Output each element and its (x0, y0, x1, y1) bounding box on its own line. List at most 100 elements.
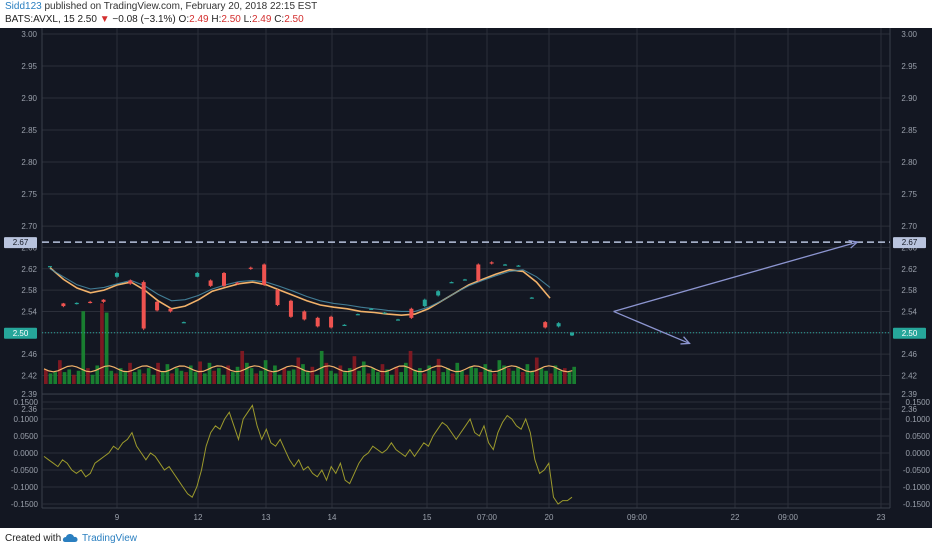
volume-bar (207, 362, 212, 384)
candle (476, 263, 481, 282)
candle-body (476, 264, 481, 281)
candle (543, 321, 548, 329)
volume-bar (235, 366, 240, 384)
tradingview-brand[interactable]: TradingView (82, 533, 138, 544)
candle-body (449, 282, 454, 284)
candle-body (342, 324, 347, 326)
volume-bar (179, 370, 184, 384)
volume-bar (441, 372, 446, 384)
volume-bar (389, 374, 394, 384)
candle (516, 265, 521, 267)
volume-bar (520, 372, 525, 384)
candle (74, 302, 79, 305)
candle (329, 315, 334, 329)
volume-bar (446, 368, 450, 384)
price-tick-label-left: 3.00 (21, 30, 37, 39)
candle-body (543, 322, 548, 328)
time-tick-label: 07:00 (477, 513, 498, 522)
indicator-line (43, 404, 573, 505)
volume-bar (375, 372, 380, 384)
close-label: C: (274, 14, 285, 25)
volume-bar (109, 370, 114, 384)
price-tick-label-left: 2.75 (21, 190, 37, 199)
created-with-text: Created with (5, 533, 62, 544)
candle (275, 289, 280, 307)
candle (248, 266, 253, 270)
volume-bar (455, 362, 460, 384)
volume-bar (296, 357, 301, 384)
volume-bar (478, 372, 483, 384)
price-label-left-text: 2.67 (13, 238, 29, 247)
indicator-tick-label-left: -0.1000 (11, 483, 39, 492)
volume-bar (198, 361, 202, 384)
symbol-label: BATS:AVXL, 15 (5, 14, 75, 25)
candle (141, 280, 146, 331)
price-tick-label-left: 2.95 (21, 62, 37, 71)
candle-body (61, 303, 66, 307)
volume-bar (118, 368, 123, 384)
candle-body (128, 280, 133, 284)
volume-bar (188, 365, 193, 384)
volume-bar (404, 362, 408, 384)
price-label-left-text: 2.50 (13, 329, 29, 338)
volume-bar (202, 373, 207, 384)
price-label-left-bg (4, 237, 37, 249)
volume-bar (156, 362, 160, 384)
volume-bar (338, 365, 343, 384)
volume-bar (282, 368, 287, 384)
volume-bar (53, 372, 58, 384)
time-tick-label: 09:00 (778, 513, 799, 522)
candle (570, 331, 574, 336)
time-tick-label: 14 (328, 513, 337, 522)
candle (61, 302, 66, 308)
close-value: 2.50 (284, 14, 304, 25)
volume-bar (90, 374, 95, 384)
price-tick-label-right: 2.54 (901, 307, 917, 316)
volume-bar (310, 366, 315, 384)
projection-line (613, 241, 858, 313)
chart-canvas[interactable]: 3.00 3.00 2.95 2.95 2.90 2.90 2.85 2.85 2.80 2.80… (0, 28, 932, 528)
price-tick-label-left: 2.80 (21, 158, 37, 167)
low-label: L: (243, 14, 252, 25)
volume-bar (151, 374, 156, 384)
footer: Created with TradingView (0, 528, 932, 550)
candle (503, 263, 508, 266)
volume-bar (128, 362, 132, 384)
volume-bar (511, 370, 516, 384)
candle-body (396, 319, 400, 321)
volume-bar (572, 366, 576, 384)
high-label: H: (211, 14, 222, 25)
price-tick-label-left: 2.62 (21, 265, 37, 274)
publish-info: Sidd123 published on TradingView.com, Fe… (5, 1, 317, 12)
price-label-right-text: 2.50 (902, 329, 918, 338)
volume-bar (184, 372, 188, 384)
volume-bar (380, 364, 385, 384)
volume-bar (488, 369, 492, 384)
price-tick-label-left: 2.46 (21, 350, 37, 359)
price-tick-label-right: 2.90 (901, 94, 917, 103)
candle-body (74, 302, 79, 305)
candle-body (248, 267, 253, 269)
volume-bar (268, 372, 273, 384)
volume-bar (553, 365, 558, 384)
volume-bar (146, 368, 151, 384)
candle (489, 261, 494, 265)
candle-body (355, 314, 360, 316)
candle-body (235, 282, 240, 284)
candle (355, 313, 360, 316)
publish-text: published on TradingView.com, February 2… (44, 1, 318, 12)
candle-body (141, 282, 146, 329)
projection-arrow (613, 310, 691, 345)
candle (342, 324, 347, 326)
candle-body (462, 279, 467, 281)
volume-bar (58, 360, 62, 384)
volume-bar (174, 368, 179, 384)
author-link[interactable]: Sidd123 (5, 1, 42, 12)
volume-bar (413, 370, 418, 384)
chart-background (0, 28, 932, 528)
volume-bar (81, 311, 86, 384)
candle-body (409, 308, 414, 318)
volume-bar (506, 368, 511, 384)
high-value: 2.50 (221, 14, 241, 25)
volume-bar (347, 368, 352, 384)
